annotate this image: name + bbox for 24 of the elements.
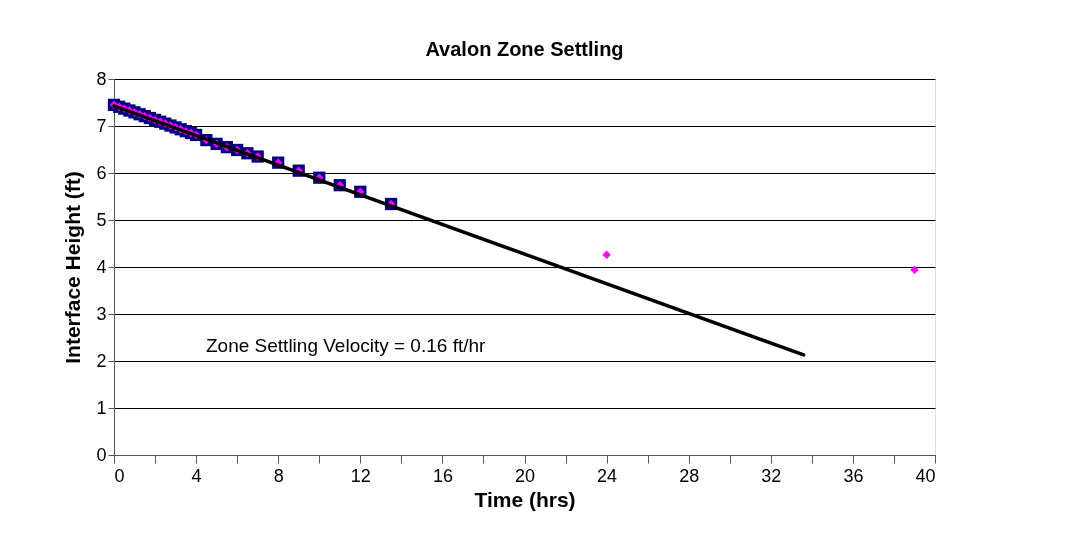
x-tick-label: 20: [514, 465, 536, 486]
y-tick-label: 7: [96, 115, 107, 136]
y-tick-label: 3: [96, 303, 107, 324]
x-tick-label: 24: [597, 465, 618, 486]
chart-title: Avalon Zone Settling: [425, 38, 624, 60]
x-tick-label: 4: [191, 465, 202, 486]
y-tick-label: 6: [96, 162, 107, 183]
y-axis-title: Interface Height (ft): [61, 171, 85, 364]
x-axis-title: Time (hrs): [474, 487, 576, 511]
y-tick-label: 8: [96, 68, 107, 89]
x-tick-label: 12: [350, 465, 371, 486]
y-tick-label: 2: [96, 350, 107, 371]
y-tick-label: 1: [96, 397, 107, 418]
y-tick-label: 4: [96, 256, 107, 277]
x-tick-label: 16: [432, 465, 453, 486]
x-tick-label: 28: [679, 465, 700, 486]
x-tick-label: 0: [114, 465, 125, 486]
annotation: Zone Settling Velocity = 0.16 ft/hr: [206, 335, 487, 356]
x-tick-label: 8: [273, 465, 284, 486]
x-tick-label: 32: [761, 465, 782, 486]
x-tick-label: 36: [843, 465, 864, 486]
x-tick-label: 40: [915, 465, 936, 486]
y-tick-label: 0: [96, 444, 107, 465]
y-tick-label: 5: [96, 209, 107, 230]
